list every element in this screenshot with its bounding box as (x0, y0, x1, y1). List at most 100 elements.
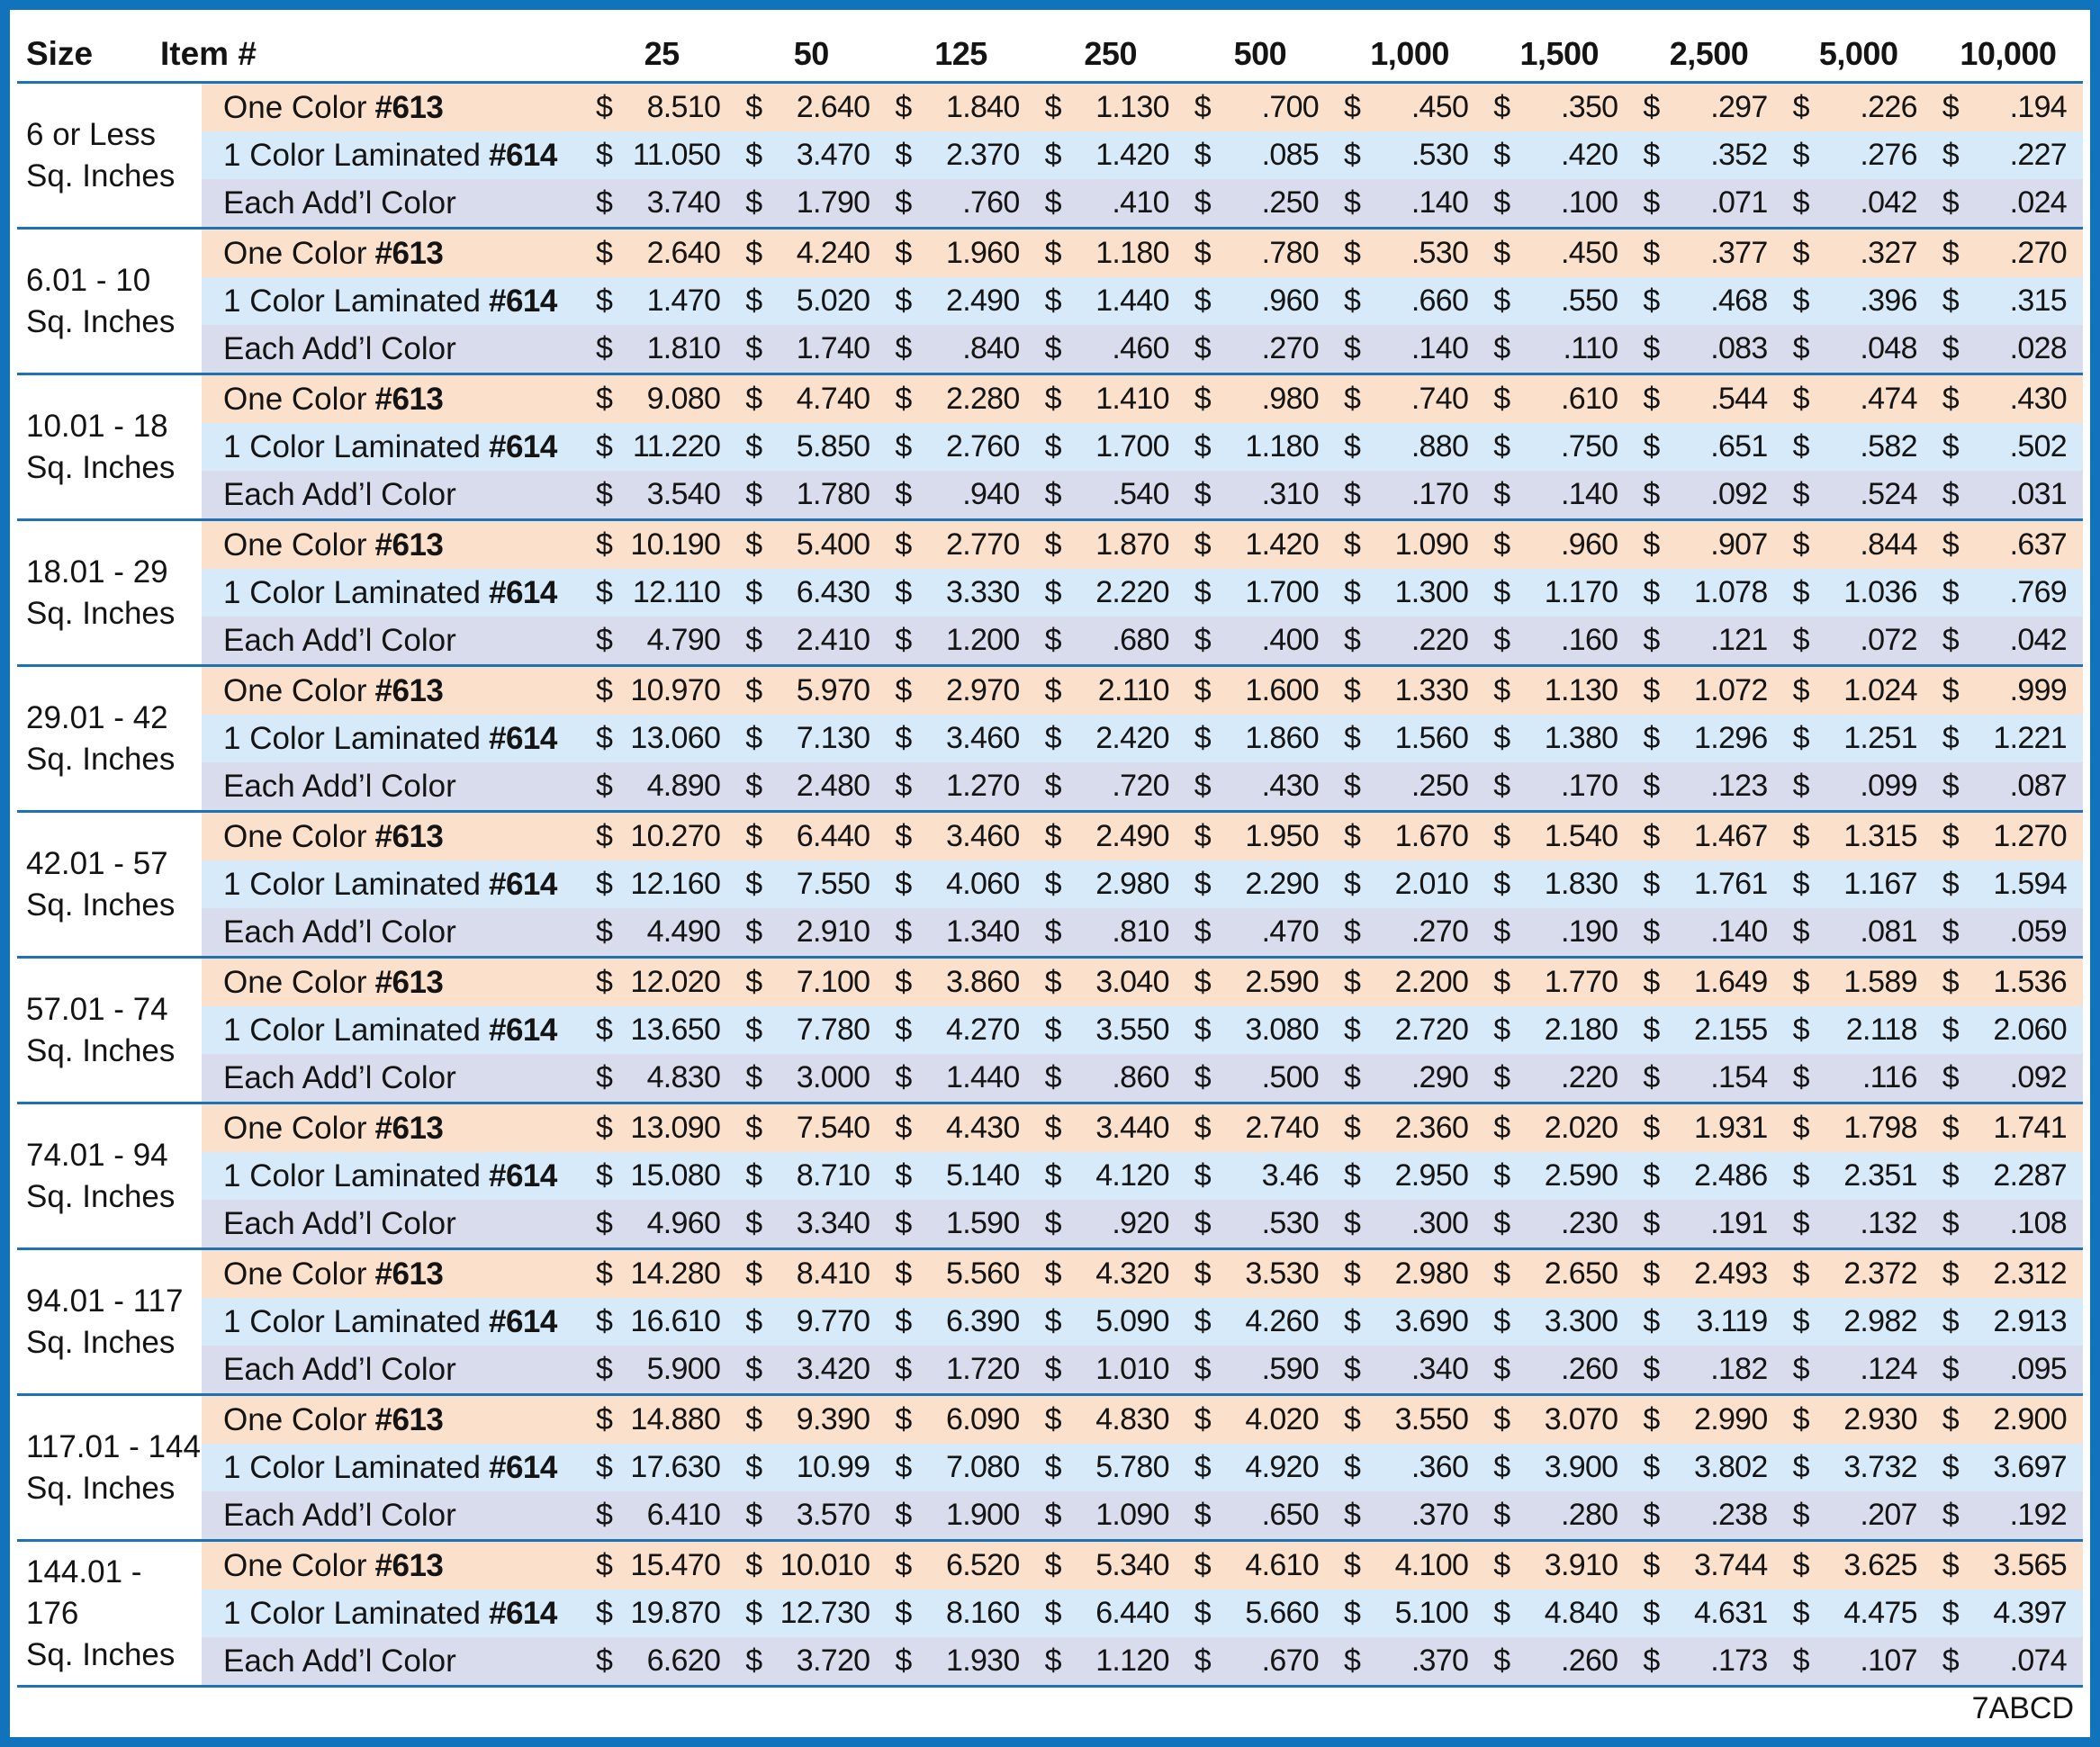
row-label-text: Each Add’l Color (223, 1497, 456, 1533)
dollar-sign: $ (1343, 623, 1361, 657)
price-value: 3.740 (646, 185, 721, 220)
dollar-sign: $ (1493, 867, 1510, 901)
dollar-sign: $ (1942, 477, 1960, 511)
price-value: .660 (1411, 284, 1469, 318)
price-cell: $ .327 (1783, 230, 1933, 277)
dollar-sign: $ (1044, 1111, 1062, 1145)
dollar-sign: $ (1942, 90, 1960, 124)
size-group: 10.01 - 18 Sq. Inches One Color #613 $9.080 $… (17, 375, 2083, 521)
price-cell: $ .124 (1783, 1346, 1933, 1393)
dollar-sign: $ (596, 867, 613, 901)
price-value: 3.000 (796, 1060, 870, 1094)
price-cell: $1.170 (1484, 569, 1635, 617)
price-value: 2.287 (1993, 1158, 2067, 1193)
row-label: Each Add’l Color (202, 1200, 587, 1247)
dollar-sign: $ (1792, 1158, 1810, 1193)
price-cell: $ .227 (1933, 131, 2083, 179)
price-cell: $2.640 (587, 230, 737, 277)
price-value: 2.930 (1843, 1402, 1917, 1436)
dollar-sign: $ (596, 575, 613, 609)
item-number: #614 (489, 137, 557, 173)
price-cell: $1.340 (886, 908, 1036, 956)
price-cell: $4.120 (1035, 1152, 1185, 1200)
price-value: 3.420 (796, 1352, 870, 1386)
dollar-sign: $ (895, 623, 912, 657)
price-cell: $1.420 (1185, 521, 1335, 569)
price-cell: $1.770 (1484, 959, 1635, 1006)
price-cell: $ .270 (1334, 908, 1485, 956)
price-value: .980 (1261, 382, 1320, 416)
size-range: 42.01 - 57 (26, 845, 168, 881)
dollar-sign: $ (1643, 819, 1660, 853)
dollar-sign: $ (895, 90, 912, 124)
price-cell: $9.770 (736, 1298, 887, 1346)
price-value: .780 (1261, 236, 1320, 270)
price-cell: $3.070 (1484, 1396, 1635, 1444)
price-cell: $ .844 (1783, 521, 1933, 569)
row-label-text: 1 Color Laminated (223, 1157, 481, 1193)
price-cell: $ .140 (1484, 471, 1635, 518)
price-cell: $ .071 (1634, 179, 1784, 227)
price-value: 1.270 (1993, 819, 2067, 853)
price-cell: $3.460 (886, 715, 1036, 762)
price-cell: $3.860 (886, 959, 1036, 1006)
dollar-sign: $ (1643, 477, 1660, 511)
price-value: 3.697 (1993, 1450, 2067, 1484)
dollar-sign: $ (895, 1256, 912, 1291)
price-value: 5.970 (796, 673, 870, 707)
price-cell: $3.740 (587, 179, 737, 227)
dollar-sign: $ (1643, 673, 1660, 707)
price-cell: $ .880 (1334, 423, 1485, 471)
price-value: 10.99 (796, 1450, 870, 1484)
price-cell: $2.950 (1334, 1152, 1485, 1200)
dollar-sign: $ (1643, 1402, 1660, 1436)
dollar-sign: $ (1044, 527, 1062, 562)
row-label: One Color #613 (202, 1104, 587, 1152)
price-cell: $ .400 (1185, 617, 1335, 664)
price-value: .907 (1710, 527, 1768, 562)
price-cell: $3.119 (1634, 1298, 1784, 1346)
price-value: .024 (2009, 185, 2068, 220)
dollar-sign: $ (1643, 331, 1660, 365)
price-cell: $ .530 (1334, 230, 1485, 277)
item-number: #613 (374, 672, 444, 708)
dollar-sign: $ (1493, 527, 1510, 562)
dollar-sign: $ (1643, 1158, 1660, 1193)
dollar-sign: $ (1194, 236, 1212, 270)
dollar-sign: $ (1643, 1304, 1660, 1338)
price-value: 4.631 (1694, 1596, 1768, 1630)
price-cell: $3.040 (1035, 959, 1185, 1006)
price-cell: $10.99 (736, 1444, 887, 1491)
dollar-sign: $ (1942, 185, 1960, 220)
price-cell: $1.315 (1783, 813, 1933, 860)
price-cell: $1.200 (886, 617, 1036, 664)
dollar-sign: $ (1942, 527, 1960, 562)
row-label: Each Add’l Color (202, 617, 587, 664)
dollar-sign: $ (745, 914, 762, 949)
dollar-sign: $ (1643, 721, 1660, 755)
price-cell: $1.300 (1334, 569, 1485, 617)
dollar-sign: $ (1343, 1060, 1361, 1094)
row-label-text: One Color (223, 1256, 367, 1292)
price-value: .880 (1411, 429, 1469, 464)
price-cell: $3.000 (736, 1054, 887, 1102)
dollar-sign: $ (1493, 965, 1510, 999)
price-value: .230 (1561, 1206, 1618, 1240)
price-value: .550 (1561, 284, 1618, 318)
price-cell: $6.430 (736, 569, 887, 617)
price-value: 1.594 (1993, 867, 2067, 901)
price-cell: $5.140 (886, 1152, 1036, 1200)
size-label: 18.01 - 29 Sq. Inches (17, 521, 202, 664)
dollar-sign: $ (1942, 1304, 1960, 1338)
dollar-sign: $ (1792, 138, 1810, 172)
price-cell: $10.270 (587, 813, 737, 860)
dollar-sign: $ (1942, 867, 1960, 901)
dollar-sign: $ (1643, 1256, 1660, 1291)
price-value: .270 (1411, 914, 1469, 949)
dollar-sign: $ (1792, 1402, 1810, 1436)
price-value: .810 (1112, 914, 1169, 949)
price-value: 3.460 (946, 819, 1020, 853)
price-cell: $ .250 (1334, 762, 1485, 810)
dollar-sign: $ (1044, 284, 1062, 318)
price-cell: $2.370 (886, 131, 1036, 179)
